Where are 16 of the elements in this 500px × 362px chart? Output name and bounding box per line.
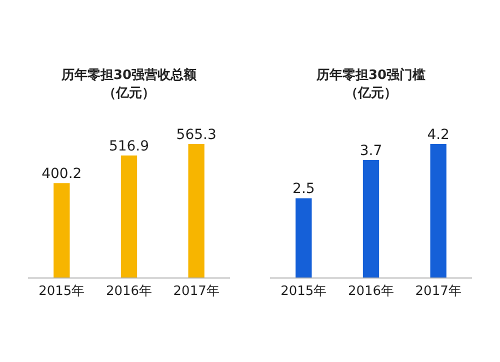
data-label: 400.2 bbox=[42, 166, 82, 182]
x-tick-label: 2017年 bbox=[173, 284, 220, 300]
chart-title: 历年零担30强门槛 bbox=[315, 66, 427, 84]
chart-subtitle: （亿元） bbox=[344, 85, 398, 103]
data-label: 4.2 bbox=[427, 127, 450, 143]
data-label: 565.3 bbox=[176, 127, 216, 143]
x-tick-label: 2016年 bbox=[106, 284, 152, 300]
data-label: 2.5 bbox=[292, 181, 315, 198]
data-label: 516.9 bbox=[108, 138, 150, 154]
x-tick-label: 2017年 bbox=[415, 284, 462, 300]
x-tick-label: 2015年 bbox=[280, 284, 327, 300]
data-label: 3.7 bbox=[360, 142, 382, 159]
chart-title: 历年零担30强营收总额 bbox=[60, 66, 198, 84]
x-tick-label: 2016年 bbox=[348, 284, 394, 300]
x-tick-label: 2015年 bbox=[38, 284, 85, 300]
chart-subtitle: （亿元） bbox=[102, 85, 156, 103]
